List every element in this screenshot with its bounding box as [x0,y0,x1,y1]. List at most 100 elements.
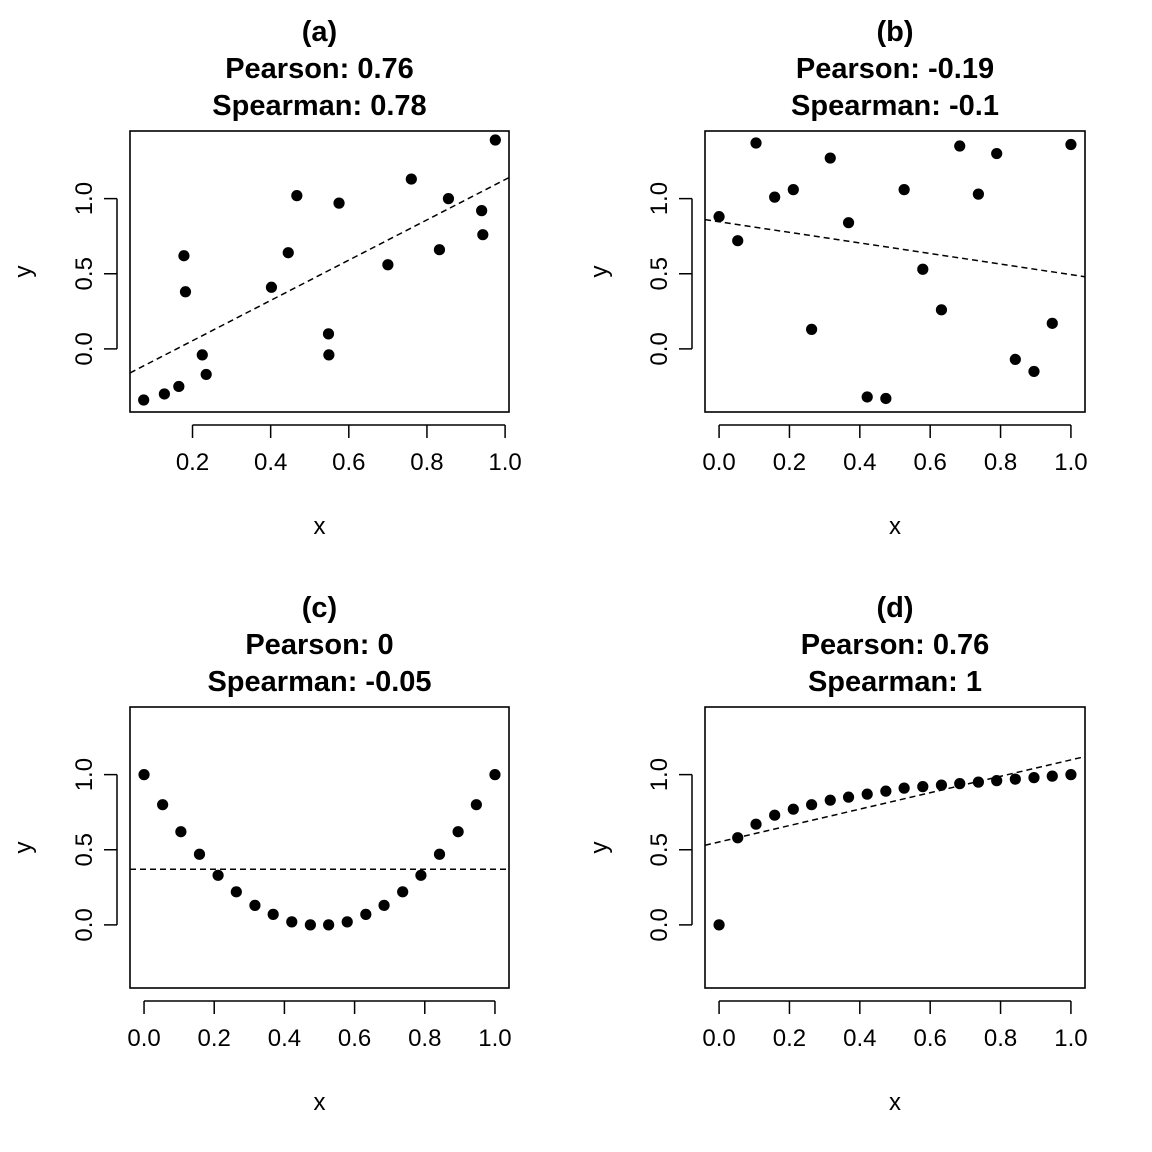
panel-c-data-point [323,919,335,931]
panel-a-x-tick-label: 0.2 [176,449,209,476]
panel-b-y-tick-label: 1.0 [646,182,673,215]
panel-a-title-line-1: (a) [302,16,337,48]
panel-b-data-point [954,140,966,152]
panel-c-data-point [157,799,169,811]
panel-d-title-line-1: (d) [876,592,913,624]
panel-b-x-axis-label: x [889,513,901,540]
panel-b-data-point [842,217,855,229]
panel-d-data-point [842,791,855,803]
panel-c-data-point [212,869,224,881]
panel-b-x-tick-label: 1.0 [1054,449,1087,476]
panel-d-data-point [769,809,781,821]
panel-b-title-line-2: Pearson: -0.19 [796,53,994,85]
panel-d-data-point [935,779,948,791]
panel-d-fit-line [705,755,1085,846]
panel-c-data-point [193,848,206,860]
panel-c-data-point [138,769,150,781]
panel-d-data-point [898,782,910,794]
panel-c-data-point [230,886,242,898]
panel-a-x-axis-label: x [314,513,326,540]
panel-b-data-point [750,137,762,149]
panel-d-data-point [972,776,984,788]
panel-c-data-point [360,908,372,920]
panel-d-x-tick-label: 0.6 [913,1025,946,1052]
panel-b-x-tick-label: 0.2 [773,449,806,476]
panel-a-data-point [405,173,417,185]
panel-a: (a) Pearson: 0.76 Spearman: 0.78 0.2 0.4 0.6 0… [10,16,522,540]
panel-a-x-tick-label: 0.8 [410,449,443,476]
panel-c-data-point [175,826,187,838]
panel-d-y-axis-label: y [586,842,613,854]
panel-a-data-point [282,247,294,259]
panel-c-x-tick-label: 0.2 [198,1025,231,1052]
panel-c-data-point [470,799,482,811]
panel-c-title-line-2: Pearson: 0 [245,629,393,661]
panel-b-fit-line [705,218,1085,278]
panel-a-data-point [196,349,208,361]
panel-c-data-point [378,899,390,911]
panel-b-data-point [898,184,910,196]
panel-b-data-point [806,323,818,335]
panel-d-data-point [1046,770,1058,782]
panel-a-data-point [158,388,170,400]
panel-d-data-point [880,785,892,797]
panel-a-x-tick-label: 0.4 [254,449,287,476]
panel-d-plot-area [705,755,1085,931]
panel-b-x-tick-label: 0.6 [913,449,946,476]
panel-c-plot-area [130,769,509,931]
panel-d-title-line-3: Spearman: 1 [808,666,982,698]
panel-b-x-tick-label: 0.0 [702,449,735,476]
panel-a-data-point [333,197,345,209]
panel-d-data-point [732,832,744,844]
panel-d-y-tick-label: 1.0 [646,758,673,791]
panel-d-data-point [713,919,725,931]
panel-d-data-point [750,818,762,830]
panel-b-data-point [732,235,744,247]
panel-a-data-point [179,286,192,298]
panel-c-x-tick-label: 1.0 [478,1025,511,1052]
panel-c-data-point [433,848,446,860]
panel-a-y-tick-label: 0.5 [71,257,98,290]
panel-b-x-tick-label: 0.4 [843,449,876,476]
panel-b-plot-area [705,137,1085,405]
panel-b-data-point [1009,353,1021,366]
panel-a-title-line-3: Spearman: 0.78 [212,90,426,122]
panel-d-x-tick-label: 0.0 [702,1025,735,1052]
panel-c-title-line-3: Spearman: -0.05 [207,666,431,698]
panel-d-data-point [1028,772,1040,784]
panel-d-y-tick-label: 0.5 [646,833,673,866]
panel-d-data-point [806,799,818,811]
panel-a-x-tick-label: 1.0 [488,449,521,476]
panel-d-title-line-2: Pearson: 0.76 [801,629,990,661]
panel-d-data-point [787,803,799,815]
panel-b-y-tick-label: 0.0 [646,332,673,365]
panel-a-y-axis-label: y [10,266,37,278]
panel-a-y-tick-label: 0.0 [71,332,98,365]
panel-d-data-point [917,781,929,793]
panel-a-x-tick-label: 0.6 [332,449,365,476]
panel-d-y-tick-label: 0.0 [646,908,673,941]
panel-b-data-point [824,152,836,164]
panel-a-data-point [489,134,501,146]
panel-b-data-point [880,392,892,405]
panel-b-x-tick-label: 0.8 [984,449,1017,476]
panel-a-plot-area [130,134,509,406]
panel-d-x-tick-label: 0.8 [984,1025,1017,1052]
panel-c-x-tick-label: 0.4 [268,1025,301,1052]
panel-b-data-point [1046,317,1058,329]
panel-c-data-point [341,916,353,928]
panel-d: (d) Pearson: 0.76 Spearman: 1 0.0 0.2 0.4 0.6 0… [586,592,1088,1116]
panel-b-data-point [861,391,873,403]
panel-c-data-point [267,908,279,920]
panel-a-y-tick-label: 1.0 [71,182,98,215]
panel-c-y-tick-label: 1.0 [71,758,98,791]
panel-d-data-point [824,794,836,806]
panel-c-data-point [286,916,298,928]
panel-d-x-tick-label: 1.0 [1054,1025,1087,1052]
panel-c-x-axis-label: x [314,1089,326,1116]
panel-d-data-point [1009,773,1021,785]
panel-a-data-point [178,250,190,262]
panel-c-plot-frame [129,706,510,989]
panel-c-x-tick-label: 0.0 [127,1025,160,1052]
